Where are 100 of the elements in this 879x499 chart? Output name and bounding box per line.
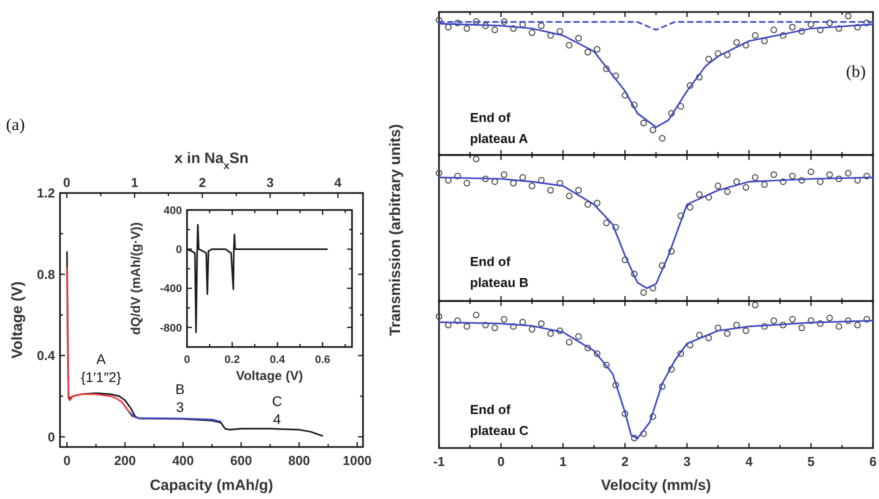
point [454, 317, 461, 324]
point [464, 180, 470, 186]
point [761, 323, 768, 330]
point [733, 322, 740, 328]
x-tick-label: 200 [114, 453, 136, 468]
x-tick-label: 0 [63, 453, 71, 468]
point [528, 326, 536, 333]
point [798, 177, 805, 184]
point [724, 52, 731, 58]
point [436, 170, 442, 176]
point [668, 248, 675, 255]
point [556, 28, 564, 35]
x-tick-label: 3 [683, 454, 691, 469]
point [650, 413, 656, 420]
point [631, 434, 638, 442]
point [612, 382, 619, 388]
x2-tick-label: 3 [266, 175, 274, 190]
point [500, 171, 508, 178]
point [482, 322, 489, 328]
point [705, 194, 712, 201]
point [594, 350, 600, 357]
point [640, 120, 647, 126]
annotation: End of plateau B [470, 254, 529, 290]
point [770, 317, 778, 324]
point [612, 224, 619, 230]
x-axis-title: Capacity (mAh/g) [150, 477, 274, 494]
point [752, 302, 758, 308]
point [622, 410, 628, 417]
annotation: {1′1″2} [80, 369, 122, 385]
point [519, 174, 526, 181]
point [510, 25, 517, 32]
point [658, 383, 666, 390]
annotation: B [175, 381, 185, 397]
annotation: End of plateau A [470, 110, 529, 146]
point [836, 323, 842, 330]
point [752, 174, 758, 181]
point [714, 324, 722, 332]
point [492, 178, 498, 186]
point [678, 212, 684, 220]
x-tick-label: 6 [869, 454, 877, 469]
point [519, 21, 526, 28]
point [584, 201, 592, 208]
point [538, 177, 545, 184]
point [510, 323, 517, 330]
x-tick-label: 0 [497, 454, 505, 469]
point [817, 320, 824, 327]
point [575, 186, 582, 194]
annotation: (b) [846, 62, 866, 81]
annotation: C [272, 393, 282, 409]
point [445, 322, 452, 328]
point [528, 29, 536, 36]
point [798, 28, 805, 35]
point [826, 314, 833, 322]
point [436, 16, 442, 24]
point [668, 110, 675, 117]
y-tick-label: 1.2 [36, 186, 55, 201]
point [844, 317, 852, 324]
point [678, 350, 684, 357]
point [696, 74, 703, 80]
x-tick-label: 0.2 [224, 354, 240, 366]
point [826, 171, 833, 178]
point [445, 24, 452, 30]
point [742, 42, 750, 48]
point [500, 316, 508, 323]
point [538, 320, 545, 327]
y-tick-label: 400 [164, 204, 182, 217]
point [612, 72, 619, 80]
x2-tick-label: 2 [198, 175, 206, 190]
point [770, 171, 778, 178]
point [678, 103, 684, 110]
point [854, 322, 861, 328]
y-axis-title: Transmission (arbitrary units) [387, 124, 404, 336]
point [519, 318, 526, 326]
point [789, 172, 796, 180]
x2-tick-label: 0 [63, 175, 70, 190]
annotation: A [96, 351, 106, 367]
point [472, 18, 480, 25]
point [696, 332, 703, 338]
point [445, 177, 452, 184]
point [482, 176, 489, 182]
point [566, 192, 572, 200]
point [714, 182, 722, 190]
point [538, 22, 545, 30]
point [472, 156, 480, 162]
x-tick-label: 0 [184, 354, 190, 366]
point [594, 200, 600, 206]
point [686, 204, 694, 211]
point [528, 182, 536, 190]
annotation: 4 [273, 411, 282, 427]
point [492, 26, 498, 34]
point [482, 22, 489, 30]
point [817, 178, 824, 186]
y-tick-label: -800 [160, 322, 182, 334]
x2-tick-label: 4 [334, 175, 342, 190]
point [780, 322, 786, 328]
point [603, 220, 610, 226]
point [510, 180, 517, 186]
x2-tick-label: 1 [130, 175, 138, 190]
point [547, 186, 554, 194]
point [780, 178, 786, 186]
